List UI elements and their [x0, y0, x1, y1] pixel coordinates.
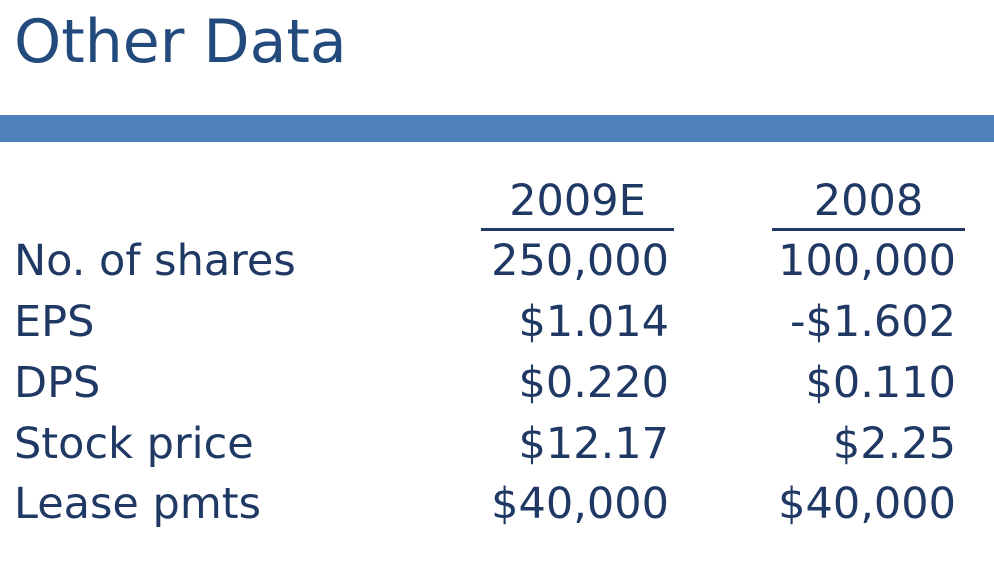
table-row: DPS $0.220 $0.110	[0, 353, 994, 413]
row-label: DPS	[14, 358, 101, 408]
title-divider-bar	[0, 115, 994, 142]
value-2008: $2.25	[832, 419, 956, 469]
value-2008: 100,000	[778, 236, 956, 286]
table-row: No. of shares 250,000 100,000	[0, 231, 994, 291]
row-label: No. of shares	[14, 236, 296, 286]
value-2009e: $12.17	[518, 419, 669, 469]
value-2008: -$1.602	[790, 297, 956, 347]
table-row: Stock price $12.17 $2.25	[0, 414, 994, 474]
value-2009e: $0.220	[518, 358, 669, 408]
value-2009e: $1.014	[518, 297, 669, 347]
value-2009e: 250,000	[491, 236, 669, 286]
column-header-2008: 2008	[772, 176, 965, 231]
row-label: EPS	[14, 297, 95, 347]
value-2008: $40,000	[778, 479, 956, 529]
slide-title: Other Data	[14, 7, 347, 77]
column-header-2009e: 2009E	[481, 176, 674, 231]
value-2009e: $40,000	[491, 479, 669, 529]
value-2008: $0.110	[805, 358, 956, 408]
table-row: EPS $1.014 -$1.602	[0, 292, 994, 352]
row-label: Lease pmts	[14, 479, 261, 529]
row-label: Stock price	[14, 419, 254, 469]
table-row: Lease pmts $40,000 $40,000	[0, 474, 994, 534]
